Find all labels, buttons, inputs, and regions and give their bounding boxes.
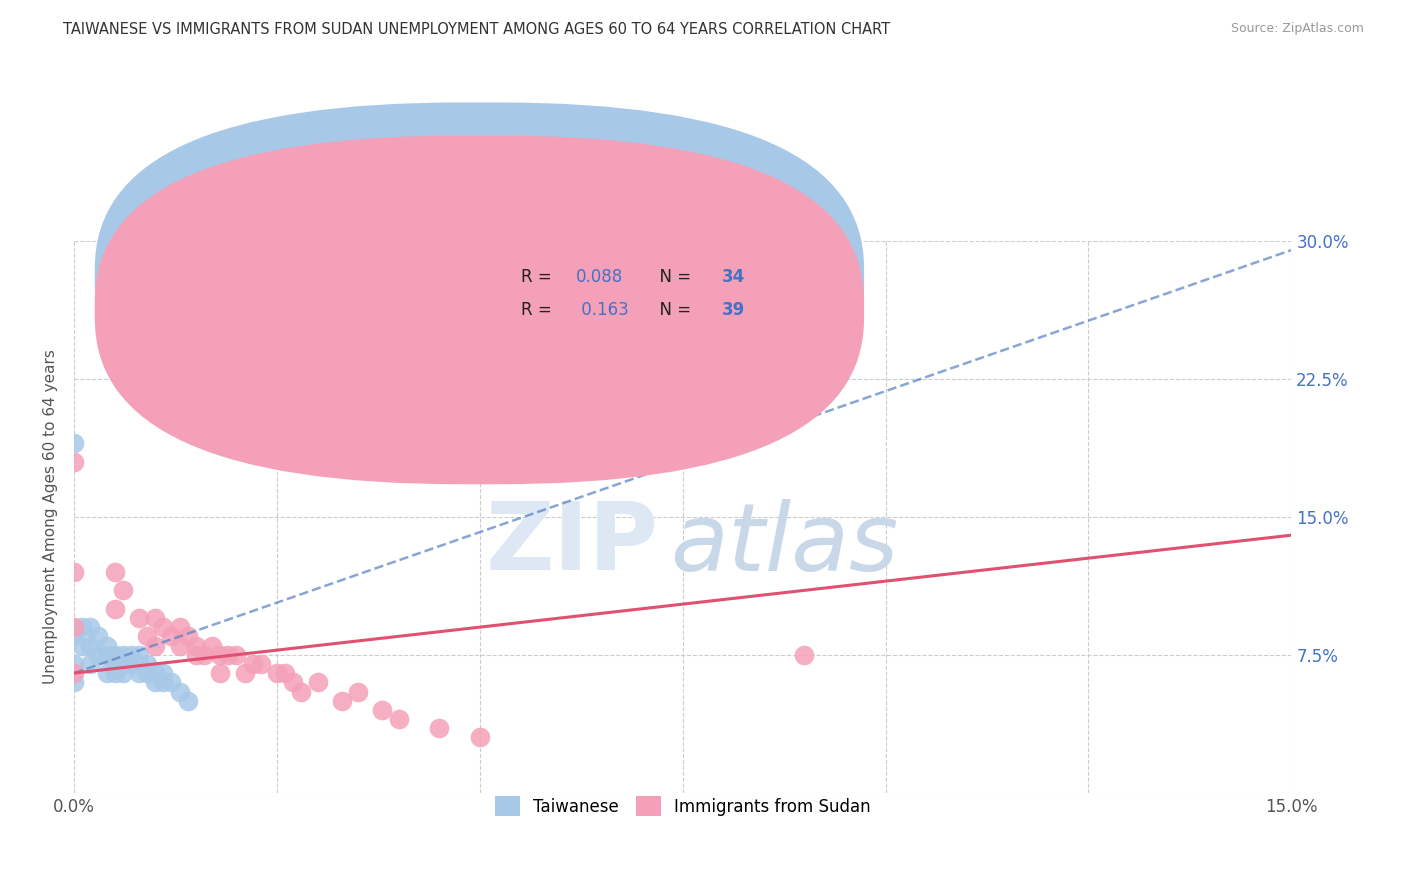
Point: [209, 666, 232, 681]
Point: [79, 620, 101, 634]
Text: 0.163: 0.163: [575, 301, 628, 318]
Y-axis label: Unemployment Among Ages 60 to 64 years: Unemployment Among Ages 60 to 64 years: [44, 350, 58, 684]
Point: [169, 620, 191, 634]
Point: [63, 657, 86, 671]
Point: [128, 666, 150, 681]
Point: [225, 648, 247, 662]
Point: [143, 639, 166, 653]
Point: [63, 455, 86, 469]
Point: [143, 252, 166, 267]
Point: [63, 675, 86, 690]
FancyBboxPatch shape: [94, 136, 865, 484]
Point: [266, 666, 288, 681]
Point: [70, 620, 93, 634]
Point: [242, 657, 264, 671]
Point: [184, 648, 207, 662]
Point: [79, 657, 101, 671]
Text: R =: R =: [520, 301, 557, 318]
Text: atlas: atlas: [671, 499, 898, 590]
Point: [63, 666, 86, 681]
Point: [152, 620, 174, 634]
Text: TAIWANESE VS IMMIGRANTS FROM SUDAN UNEMPLOYMENT AMONG AGES 60 TO 64 YEARS CORREL: TAIWANESE VS IMMIGRANTS FROM SUDAN UNEMP…: [63, 22, 890, 37]
Point: [249, 657, 271, 671]
Point: [283, 675, 305, 690]
Point: [152, 675, 174, 690]
Point: [274, 666, 297, 681]
Point: [79, 639, 101, 653]
Point: [128, 648, 150, 662]
Point: [143, 666, 166, 681]
Point: [371, 703, 394, 717]
Point: [193, 648, 215, 662]
Point: [427, 721, 450, 735]
Point: [217, 648, 239, 662]
Text: 0.088: 0.088: [575, 268, 623, 285]
Point: [111, 666, 134, 681]
Text: ZIP: ZIP: [485, 499, 658, 591]
Text: 39: 39: [721, 301, 745, 318]
Point: [63, 565, 86, 579]
Point: [388, 712, 411, 726]
Point: [87, 648, 110, 662]
Point: [104, 666, 127, 681]
Point: [96, 666, 118, 681]
Point: [87, 629, 110, 643]
Point: [111, 657, 134, 671]
Text: Source: ZipAtlas.com: Source: ZipAtlas.com: [1230, 22, 1364, 36]
Point: [96, 639, 118, 653]
FancyBboxPatch shape: [94, 103, 865, 451]
Point: [143, 675, 166, 690]
Text: N =: N =: [648, 301, 696, 318]
Point: [63, 620, 86, 634]
Point: [177, 694, 200, 708]
Legend: Taiwanese, Immigrants from Sudan: Taiwanese, Immigrants from Sudan: [488, 789, 877, 823]
Point: [111, 583, 134, 598]
Point: [104, 601, 127, 615]
Point: [233, 666, 256, 681]
Point: [169, 639, 191, 653]
Point: [177, 629, 200, 643]
Point: [104, 648, 127, 662]
Point: [104, 565, 127, 579]
Point: [160, 675, 183, 690]
Point: [128, 657, 150, 671]
Text: 34: 34: [721, 268, 745, 285]
Point: [347, 684, 370, 698]
Point: [63, 629, 86, 643]
FancyBboxPatch shape: [446, 255, 762, 334]
Point: [136, 666, 159, 681]
Point: [111, 648, 134, 662]
Point: [136, 629, 159, 643]
Point: [184, 639, 207, 653]
Point: [330, 694, 353, 708]
Point: [104, 657, 127, 671]
Point: [136, 657, 159, 671]
Point: [143, 611, 166, 625]
Point: [128, 611, 150, 625]
Point: [63, 436, 86, 450]
Point: [70, 639, 93, 653]
Point: [169, 684, 191, 698]
Point: [201, 639, 224, 653]
Point: [120, 657, 142, 671]
Point: [307, 675, 329, 690]
Point: [793, 648, 815, 662]
Point: [160, 629, 183, 643]
Point: [120, 648, 142, 662]
Text: N =: N =: [648, 268, 696, 285]
Text: R =: R =: [520, 268, 557, 285]
Point: [468, 731, 491, 745]
Point: [290, 684, 312, 698]
Point: [152, 666, 174, 681]
Point: [209, 648, 232, 662]
Point: [96, 648, 118, 662]
